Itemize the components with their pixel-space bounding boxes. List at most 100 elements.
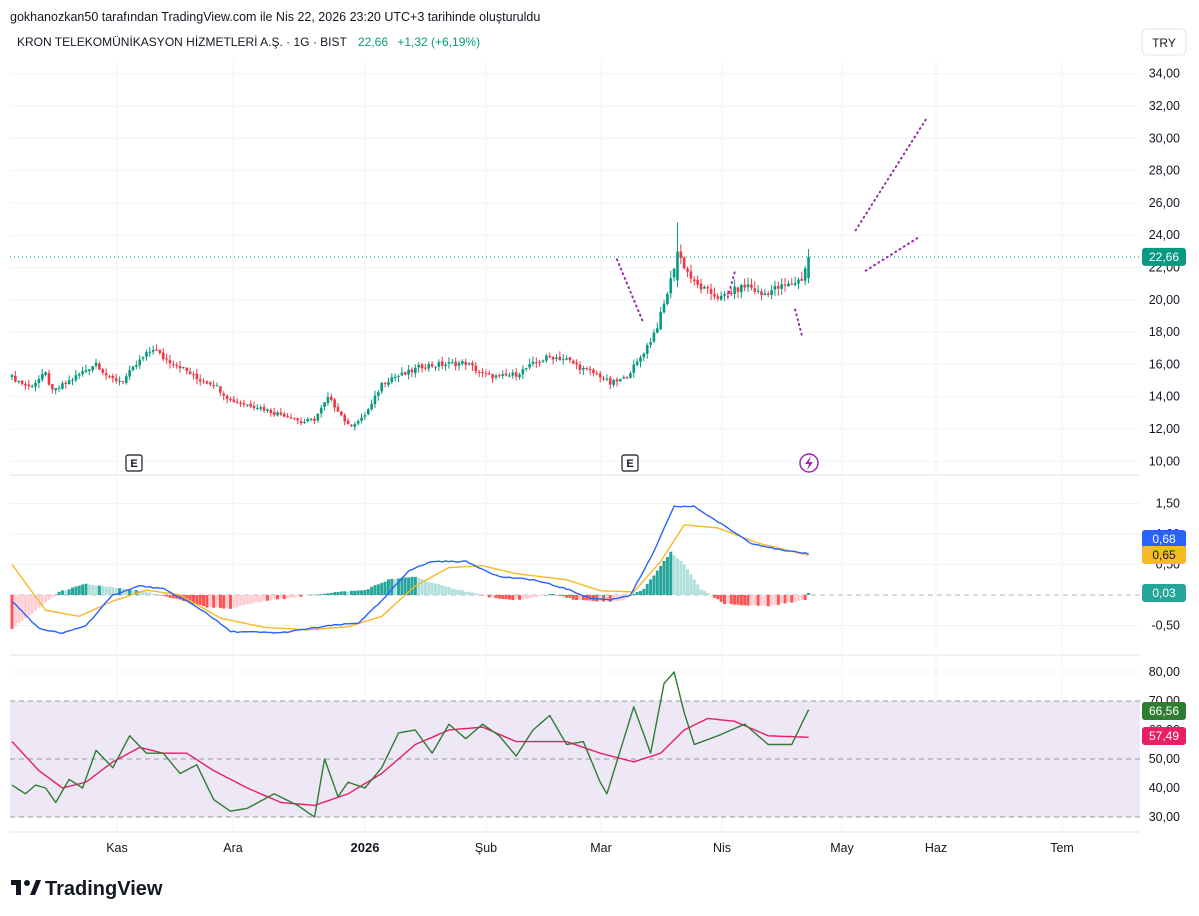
price-tick-label: 34,00	[1149, 67, 1180, 81]
macd-histogram-bar	[302, 595, 306, 596]
candle-body	[696, 279, 699, 285]
macd-histogram-bar	[544, 594, 548, 596]
candle	[309, 418, 313, 422]
candle	[245, 404, 249, 407]
macd-histogram-bar	[286, 595, 290, 599]
candle-body	[175, 364, 178, 366]
candle-body	[286, 416, 289, 418]
macd-histogram-bar	[605, 595, 609, 602]
macd-histogram-bar	[649, 579, 653, 595]
macd-pane[interactable]	[10, 505, 1140, 634]
candle	[205, 380, 209, 385]
candle-body	[434, 366, 437, 368]
candle-body	[323, 402, 326, 407]
candle-body	[370, 403, 373, 410]
macd-histogram-bar	[393, 579, 397, 595]
macd-histogram-bar	[276, 595, 280, 600]
candle	[289, 413, 293, 420]
candle-body	[477, 371, 481, 373]
price-pane[interactable]	[10, 117, 1140, 431]
macd-histogram-bar	[195, 595, 199, 605]
price-tick-label: 20,00	[1149, 293, 1180, 307]
candle	[481, 368, 484, 378]
candle	[414, 364, 417, 378]
candle-body	[615, 379, 619, 382]
macd-histogram-bar	[188, 595, 192, 603]
macd-histogram-bar	[753, 595, 757, 605]
candle-body	[481, 371, 484, 373]
candle	[417, 362, 420, 373]
macd-histogram-bar	[763, 595, 767, 606]
macd-histogram-bar	[558, 595, 562, 596]
candle	[356, 419, 360, 426]
candle-body	[225, 395, 229, 399]
candle	[387, 377, 390, 388]
candle-body	[424, 367, 427, 369]
candle-body	[450, 362, 454, 364]
candle-body	[588, 368, 592, 371]
candle-body	[760, 291, 763, 296]
macd-histogram-bar	[749, 595, 753, 606]
macd-histogram-bar	[662, 560, 666, 595]
macd-histogram-bar	[770, 595, 774, 606]
candle	[111, 373, 115, 383]
candle-body	[24, 383, 27, 386]
candle-body	[111, 375, 115, 379]
rsi-pane[interactable]	[10, 671, 1140, 818]
macd-histogram-bar	[101, 586, 105, 595]
lightning-icon[interactable]	[799, 453, 819, 473]
candle-body	[686, 268, 689, 272]
macd-histogram-bar	[107, 586, 111, 595]
currency-label: TRY	[1152, 36, 1176, 50]
macd-histogram-bar	[538, 595, 542, 596]
candle-body	[444, 364, 447, 367]
candle	[787, 280, 790, 287]
macd-histogram-bar	[793, 595, 797, 603]
candle	[393, 373, 397, 382]
macd-histogram-bar	[474, 593, 478, 595]
candle	[803, 265, 807, 286]
candle	[279, 408, 283, 417]
candle	[84, 364, 88, 374]
candle	[350, 424, 353, 428]
candle	[326, 392, 330, 406]
candle	[498, 373, 501, 379]
candle-body	[487, 373, 491, 375]
candle-body	[545, 355, 548, 361]
candle	[696, 275, 699, 289]
macd-histogram-bar	[74, 586, 78, 595]
candle	[471, 360, 474, 371]
macd-histogram-bar	[528, 595, 532, 599]
price-tick-label: 12,00	[1149, 422, 1180, 436]
macd-histogram-bar	[144, 591, 148, 595]
candle-body	[198, 379, 202, 382]
macd-histogram-bar	[202, 595, 206, 606]
macd-histogram-bar	[363, 590, 367, 595]
price-tick-label: 24,00	[1149, 228, 1180, 242]
earnings-marker[interactable]: E	[621, 454, 639, 472]
candle	[535, 357, 538, 368]
macd-value-badge: 0,68	[1142, 530, 1186, 548]
candle-body	[501, 374, 505, 376]
candle	[400, 367, 404, 376]
candle	[67, 375, 71, 385]
earnings-marker[interactable]: E	[125, 454, 143, 472]
candle-body	[235, 401, 239, 403]
x-tick-label: Şub	[475, 841, 497, 855]
currency-button[interactable]	[1141, 28, 1187, 56]
candle-body	[440, 361, 444, 366]
candle	[24, 381, 27, 390]
candle	[427, 361, 431, 372]
candle	[703, 285, 706, 289]
candle-body	[524, 368, 528, 370]
candle	[272, 407, 276, 417]
macd-histogram-bar	[803, 595, 807, 601]
macd-histogram-bar	[360, 590, 364, 595]
candle-body	[360, 417, 363, 421]
candle-body	[578, 364, 582, 370]
macd-histogram-bar	[541, 595, 545, 596]
macd-histogram-bar	[531, 595, 535, 598]
candle-body	[114, 378, 118, 381]
candle-body	[743, 284, 746, 288]
candle	[360, 413, 363, 424]
